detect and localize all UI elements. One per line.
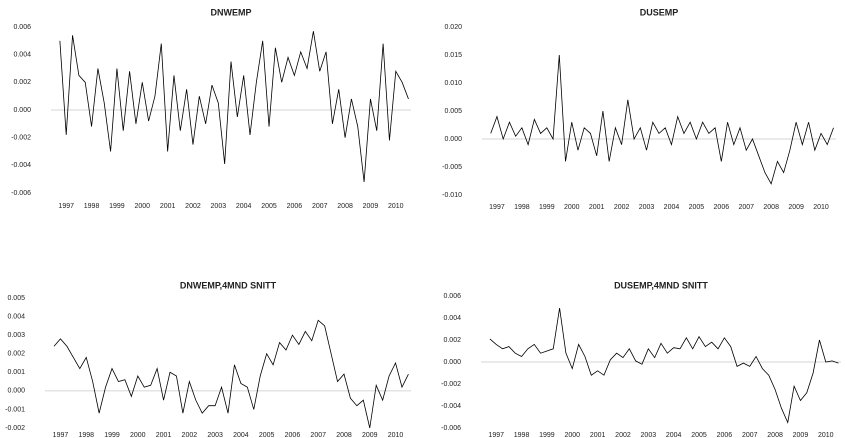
x-tick-label: 2008 bbox=[336, 432, 352, 438]
y-tick-label: 0.020 bbox=[444, 24, 462, 31]
x-tick-label: 2010 bbox=[388, 432, 404, 438]
x-tick-label: 2009 bbox=[362, 432, 378, 438]
x-tick-label: 2009 bbox=[788, 204, 804, 211]
x-tick-label: 2000 bbox=[564, 432, 580, 438]
x-tick-label: 1997 bbox=[53, 432, 69, 438]
x-tick-label: 2007 bbox=[310, 432, 326, 438]
x-tick-label: 2007 bbox=[738, 204, 754, 211]
y-tick-label: 0.000 bbox=[13, 107, 31, 114]
x-tick-label: 2007 bbox=[312, 203, 328, 210]
x-tick-label: 1998 bbox=[78, 432, 94, 438]
x-tick-label: 1997 bbox=[488, 432, 504, 438]
y-tick-label: 0.003 bbox=[7, 332, 25, 339]
x-tick-label: 1998 bbox=[514, 432, 530, 438]
x-tick-label: 2006 bbox=[714, 204, 730, 211]
y-tick-label: -0.006 bbox=[441, 425, 461, 432]
x-tick-label: 2005 bbox=[261, 203, 277, 210]
x-tick-label: 2000 bbox=[130, 432, 146, 438]
chart-title: DNWEMP bbox=[211, 7, 252, 17]
x-tick-label: 2010 bbox=[388, 203, 404, 210]
x-tick-label: 2004 bbox=[664, 204, 680, 211]
y-tick-label: 0.004 bbox=[7, 313, 25, 320]
y-tick-label: 0.000 bbox=[444, 136, 462, 143]
y-tick-label: 0.004 bbox=[13, 52, 31, 59]
x-tick-label: 1999 bbox=[539, 204, 555, 211]
y-tick-label: 0.005 bbox=[7, 295, 25, 302]
x-tick-label: 2004 bbox=[666, 432, 682, 438]
x-tick-label: 2005 bbox=[689, 204, 705, 211]
x-tick-label: 2006 bbox=[717, 432, 733, 438]
x-tick-label: 2003 bbox=[639, 204, 655, 211]
y-tick-label: -0.002 bbox=[11, 135, 31, 142]
x-tick-label: 2007 bbox=[742, 432, 758, 438]
x-tick-label: 2008 bbox=[337, 203, 353, 210]
x-tick-label: 2004 bbox=[236, 203, 252, 210]
x-tick-label: 2009 bbox=[793, 432, 809, 438]
x-tick-label: 2010 bbox=[818, 432, 834, 438]
x-tick-label: 2000 bbox=[564, 204, 580, 211]
y-tick-label: 0.015 bbox=[444, 52, 462, 59]
x-tick-label: 2001 bbox=[590, 432, 606, 438]
y-tick-label: -0.002 bbox=[5, 425, 25, 432]
y-tick-label: -0.010 bbox=[442, 192, 462, 199]
x-tick-label: 1998 bbox=[84, 203, 100, 210]
y-tick-label: 0.000 bbox=[443, 359, 461, 366]
chart-title: DUSEMP,4MND SNITT bbox=[614, 280, 708, 290]
y-tick-label: -0.002 bbox=[441, 381, 461, 388]
x-tick-label: 2001 bbox=[156, 432, 172, 438]
y-tick-label: -0.004 bbox=[441, 403, 461, 410]
y-tick-label: 0.004 bbox=[443, 315, 461, 322]
x-tick-label: 2010 bbox=[813, 204, 829, 211]
x-tick-label: 2006 bbox=[285, 432, 301, 438]
y-tick-label: 0.006 bbox=[13, 24, 31, 31]
y-tick-label: 0.002 bbox=[443, 337, 461, 344]
y-tick-label: 0.002 bbox=[7, 351, 25, 358]
x-tick-label: 2005 bbox=[259, 432, 275, 438]
chart-title: DUSEMP bbox=[640, 7, 679, 17]
x-tick-label: 1997 bbox=[489, 204, 505, 211]
y-tick-label: 0.010 bbox=[444, 80, 462, 87]
y-tick-label: 0.001 bbox=[7, 369, 25, 376]
x-tick-label: 2003 bbox=[641, 432, 657, 438]
y-tick-label: -0.005 bbox=[442, 164, 462, 171]
y-tick-label: 0.002 bbox=[13, 79, 31, 86]
x-tick-label: 1999 bbox=[539, 432, 555, 438]
x-tick-label: 2001 bbox=[589, 204, 605, 211]
x-tick-label: 2002 bbox=[615, 432, 631, 438]
chart-title: DNWEMP,4MND SNITT bbox=[180, 280, 277, 290]
data-line bbox=[53, 319, 409, 429]
x-tick-label: 2003 bbox=[211, 203, 227, 210]
x-tick-label: 1999 bbox=[104, 432, 120, 438]
x-tick-label: 2009 bbox=[363, 203, 379, 210]
data-line bbox=[490, 54, 834, 185]
y-tick-label: 0.005 bbox=[444, 108, 462, 115]
x-tick-label: 2005 bbox=[691, 432, 707, 438]
data-line bbox=[59, 31, 409, 182]
y-tick-label: -0.006 bbox=[11, 190, 31, 197]
data-line bbox=[489, 308, 839, 424]
x-tick-label: 2002 bbox=[185, 203, 201, 210]
y-tick-label: -0.001 bbox=[5, 406, 25, 413]
x-tick-label: 2002 bbox=[182, 432, 198, 438]
x-tick-label: 2008 bbox=[763, 204, 779, 211]
y-tick-label: 0.006 bbox=[443, 293, 461, 300]
x-tick-label: 2002 bbox=[614, 204, 630, 211]
y-tick-label: -0.004 bbox=[11, 162, 31, 169]
x-tick-label: 2000 bbox=[134, 203, 150, 210]
x-tick-label: 2006 bbox=[287, 203, 303, 210]
x-tick-label: 1998 bbox=[514, 204, 530, 211]
x-tick-label: 1997 bbox=[58, 203, 74, 210]
x-tick-label: 2001 bbox=[160, 203, 176, 210]
x-tick-label: 2004 bbox=[233, 432, 249, 438]
x-tick-label: 2008 bbox=[767, 432, 783, 438]
x-tick-label: 1999 bbox=[109, 203, 125, 210]
y-tick-label: 0.000 bbox=[7, 388, 25, 395]
x-tick-label: 2003 bbox=[207, 432, 223, 438]
